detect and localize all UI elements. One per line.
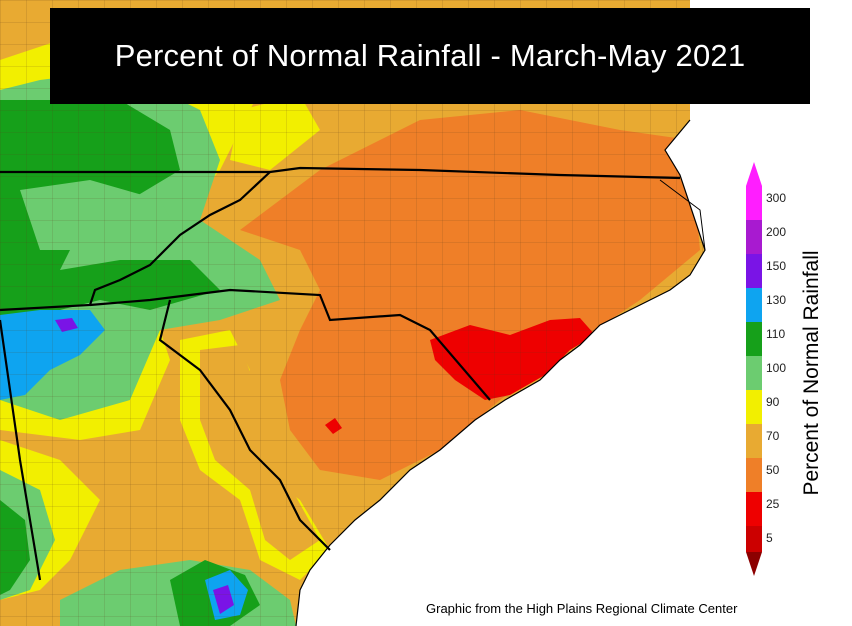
legend-tick-300: 300 (766, 191, 787, 205)
legend-tick-25: 25 (766, 497, 780, 511)
legend-swatch-70 (746, 424, 762, 458)
legend-tick-150: 150 (766, 259, 787, 273)
credit-text: Graphic from the High Plains Regional Cl… (426, 601, 738, 616)
outer-banks (659, 179, 706, 251)
legend-top-arrow (746, 162, 762, 186)
state-borders (0, 166, 681, 581)
coastline (295, 119, 706, 626)
legend-tick-130: 130 (766, 293, 787, 307)
legend-swatch-150 (746, 254, 762, 288)
legend-swatch-300 (746, 186, 762, 220)
nc-sc-border (89, 288, 491, 401)
legend-bottom-arrow (746, 552, 762, 576)
map-title: Percent of Normal Rainfall - March-May 2… (114, 38, 746, 73)
legend-tick-100: 100 (766, 361, 787, 375)
va-nc-border (0, 166, 681, 180)
legend-colorbar (746, 162, 762, 576)
legend-title: Percent of Normal Rainfall (800, 250, 823, 496)
sc-ga-border (158, 299, 331, 551)
legend-tick-70: 70 (766, 429, 780, 443)
legend-tick-200: 200 (766, 225, 787, 239)
legend-swatch-50 (746, 458, 762, 492)
legend-tick-5: 5 (766, 531, 773, 545)
legend-swatch-110 (746, 322, 762, 356)
legend-tick-50: 50 (766, 463, 780, 477)
legend-swatch-130 (746, 288, 762, 322)
tn-nc-border (0, 171, 271, 312)
ga-al-border (0, 319, 42, 581)
legend-swatch-90 (746, 390, 762, 424)
legend-swatch-25 (746, 492, 762, 526)
legend-tick-110: 110 (766, 327, 786, 341)
title-bar: Percent of Normal Rainfall - March-May 2… (50, 8, 810, 104)
legend-swatch-5 (746, 526, 762, 552)
legend-tick-90: 90 (766, 395, 780, 409)
legend-swatch-100 (746, 356, 762, 390)
legend-swatch-200 (746, 220, 762, 254)
